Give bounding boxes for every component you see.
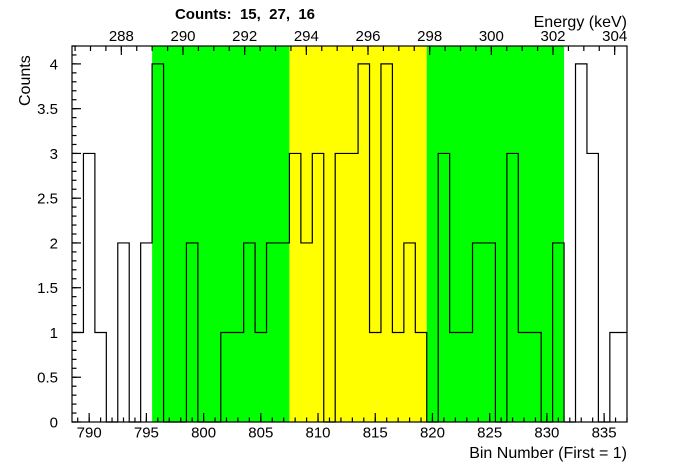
top-axis-tick-label: 298 <box>417 28 442 45</box>
y-axis-tick-label: 3.5 <box>37 101 58 118</box>
top-axis-tick-label: 302 <box>540 28 565 45</box>
top-axis-tick-label: 292 <box>232 28 257 45</box>
x-axis-tick-label: 790 <box>77 425 102 442</box>
y-axis-tick-label: 2 <box>50 235 58 252</box>
top-axis-tick-label: 304 <box>602 28 627 45</box>
x-axis-title: Bin Number (First = 1) <box>469 445 627 462</box>
y-axis-tick-label: 3 <box>50 146 58 163</box>
top-axis-tick-label: 290 <box>170 28 195 45</box>
x-axis-tick-label: 795 <box>134 425 159 442</box>
x-axis-tick-label: 825 <box>477 425 502 442</box>
x-axis-tick-label: 835 <box>592 425 617 442</box>
axis-tick-labels: 790 795 800 805 810 815 820 825 830 835 0 0.5 1 1.5 2 2… <box>37 28 627 442</box>
x-axis-tick-label: 805 <box>248 425 273 442</box>
x-axis-tick-label: 800 <box>191 425 216 442</box>
y-axis-tick-label: 0 <box>50 415 58 432</box>
top-axis-tick-label: 288 <box>109 28 134 45</box>
x-axis-tick-label: 810 <box>306 425 331 442</box>
axis-ticks <box>72 45 628 423</box>
y-axis-tick-label: 0.5 <box>37 370 58 387</box>
y-axis-tick-label: 2.5 <box>37 191 58 208</box>
x-axis-tick-label: 815 <box>363 425 388 442</box>
y-axis-tick-label: 4 <box>50 56 58 73</box>
x-axis-tick-label: 830 <box>534 425 559 442</box>
top-axis-tick-label: 296 <box>355 28 380 45</box>
y-axis-title: Counts <box>17 55 34 106</box>
histogram-series <box>72 63 627 423</box>
top-axis-tick-label: 300 <box>479 28 504 45</box>
x-axis-tick-label: 820 <box>420 425 445 442</box>
y-axis-tick-label: 1.5 <box>37 280 58 297</box>
y-axis-tick-label: 1 <box>50 325 58 342</box>
top-axis-title: Energy (keV) <box>534 14 627 31</box>
histogram-line <box>72 63 627 423</box>
top-axis-tick-label: 294 <box>294 28 319 45</box>
chart-title: Counts: 15, 27, 16 <box>175 6 315 23</box>
